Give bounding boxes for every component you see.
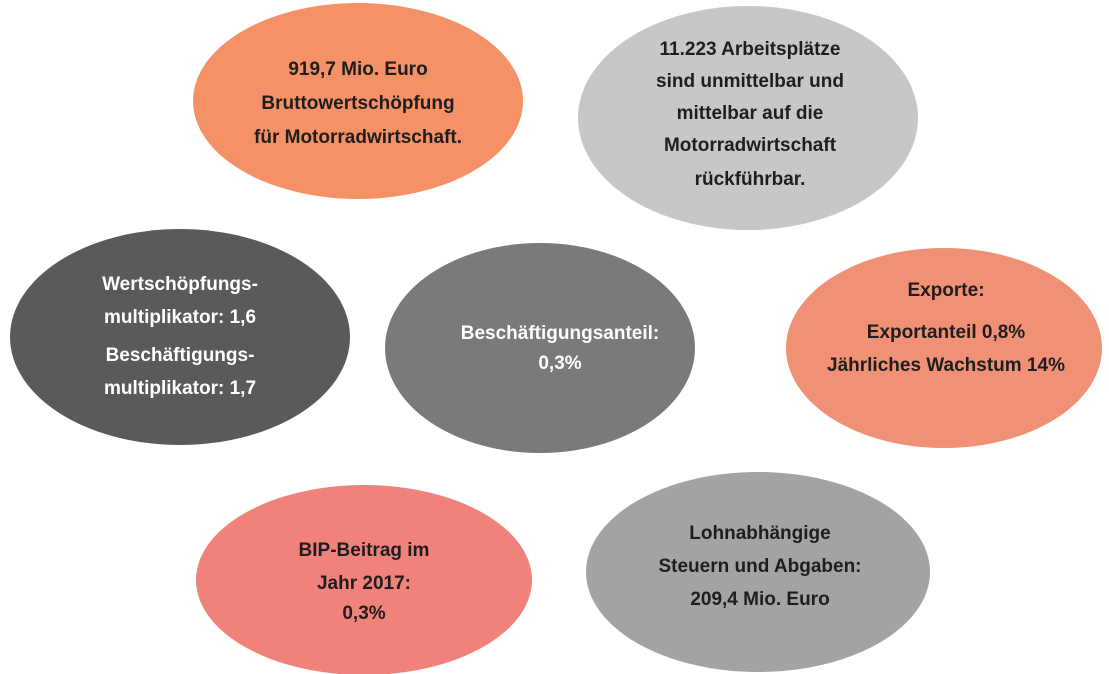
- label: Exportanteil 0,8%: [867, 322, 1025, 343]
- node: Wertschöpfungs- multiplikator: 1,6 Besch…: [10, 229, 350, 445]
- label: Motorradwirtschaft: [664, 135, 837, 156]
- label: mittelbar auf die: [677, 103, 824, 124]
- label: Exporte:: [907, 280, 984, 301]
- label: 0,3%: [342, 603, 385, 624]
- label: BIP-Beitrag im: [299, 540, 430, 561]
- label: Steuern und Abgaben:: [658, 556, 861, 577]
- label: multiplikator: 1,6: [104, 307, 256, 328]
- label: multiplikator: 1,7: [104, 378, 256, 399]
- label: Wertschöpfungs-: [102, 274, 258, 295]
- node: Exporte: Exportanteil 0,8% Jährliches Wa…: [786, 248, 1102, 448]
- label: Jährliches Wachstum 14%: [827, 355, 1065, 376]
- node: Lohnabhängige Steuern und Abgaben: 209,4…: [586, 472, 930, 672]
- node: BIP-Beitrag im Jahr 2017: 0,3%: [196, 485, 532, 674]
- bubble: [193, 3, 523, 199]
- label: Beschäftigungsanteil:: [461, 323, 659, 344]
- bubble: [385, 243, 695, 453]
- bubble: [786, 248, 1102, 448]
- node: Beschäftigungsanteil: 0,3%: [385, 243, 695, 453]
- label: Jahr 2017:: [317, 573, 411, 594]
- label: Lohnabhängige: [689, 523, 830, 544]
- label: 11.223 Arbeitsplätze: [660, 39, 841, 60]
- bubble: [196, 485, 532, 674]
- label: 209,4 Mio. Euro: [690, 589, 829, 610]
- label: sind unmittelbar und: [656, 71, 844, 92]
- label: rückführbar.: [695, 169, 806, 190]
- label: 0,3%: [538, 353, 581, 374]
- node: 919,7 Mio. Euro Bruttowertschöpfung für …: [193, 3, 523, 199]
- bubble: [10, 229, 350, 445]
- bubble: [586, 472, 930, 672]
- label: Beschäftigungs-: [106, 345, 255, 366]
- node: 11.223 Arbeitsplätze sind unmittelbar un…: [578, 6, 918, 230]
- label: Bruttowertschöpfung: [261, 93, 454, 114]
- bubble: [578, 6, 918, 230]
- label: 919,7 Mio. Euro: [288, 59, 427, 80]
- label: für Motorradwirtschaft.: [254, 127, 462, 148]
